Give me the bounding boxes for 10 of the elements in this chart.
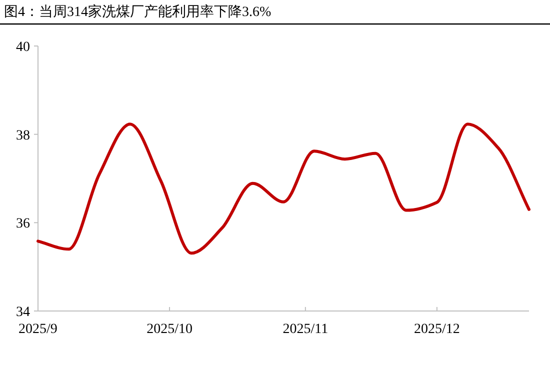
x-tick-label: 2025/10 xyxy=(146,322,192,337)
x-tick-label: 2025/9 xyxy=(18,322,58,337)
y-tick-label: 36 xyxy=(16,216,30,232)
y-tick-label: 40 xyxy=(16,40,30,55)
y-tick-label: 38 xyxy=(16,128,30,144)
y-tick-label: 34 xyxy=(16,305,30,320)
x-tick-label: 2025/12 xyxy=(414,322,460,337)
chart-title: 图4：当周314家洗煤厂产能利用率下降3.6% xyxy=(4,4,272,20)
x-tick-label: 2025/11 xyxy=(282,322,328,337)
line-series xyxy=(36,122,530,255)
